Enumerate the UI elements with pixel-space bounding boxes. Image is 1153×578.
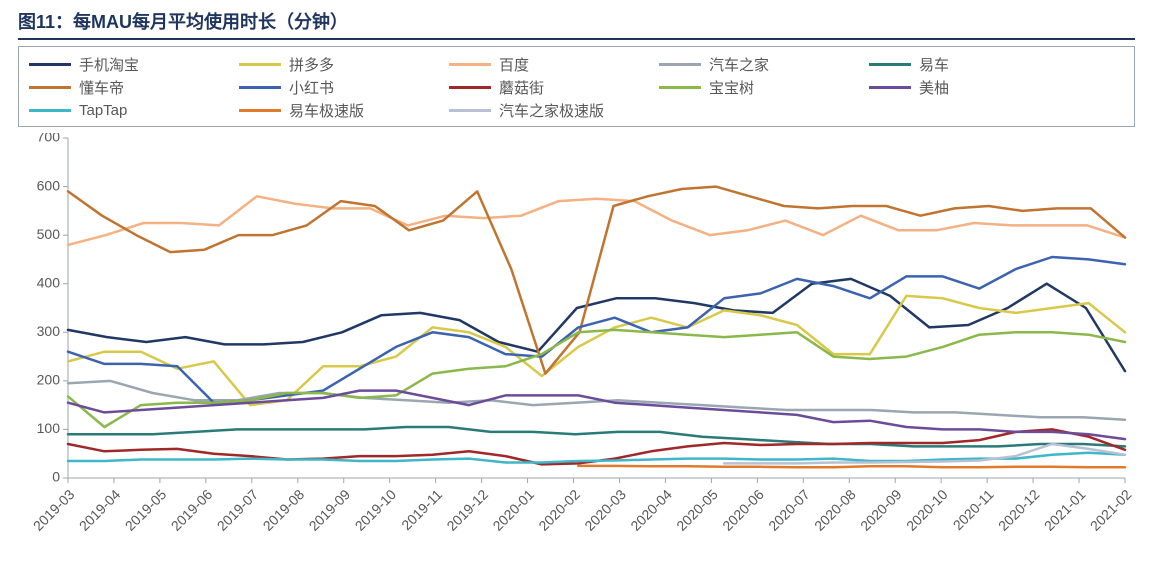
x-tick-label: 2019-07 (214, 486, 262, 534)
x-tick-label: 2020-04 (627, 486, 675, 534)
legend-label: 懂车帝 (79, 77, 124, 98)
x-tick-label: 2019-06 (168, 486, 216, 534)
legend-swatch-icon (659, 86, 701, 89)
x-tick-label: 2021-02 (1087, 486, 1135, 534)
y-tick-label: 500 (37, 226, 61, 242)
legend-item: 汽车之家 (659, 53, 869, 76)
y-tick-label: 400 (37, 274, 61, 290)
legend: 手机淘宝 拼多多 百度 汽车之家 易车懂车帝 小红书 蘑菇街 宝宝树 美柚 TapTap 易车极速版… (18, 46, 1135, 127)
legend-item: 美柚 (869, 76, 1079, 99)
x-tick-label: 2019-12 (443, 486, 491, 534)
legend-swatch-icon (29, 63, 71, 66)
legend-row: 懂车帝 小红书 蘑菇街 宝宝树 美柚 (29, 76, 1124, 99)
legend-label: 汽车之家 (709, 54, 769, 75)
legend-item: 小红书 (239, 76, 449, 99)
legend-label: 百度 (499, 54, 529, 75)
chart-plot-area: 01002003004005006007002019-032019-042019… (18, 133, 1135, 553)
y-tick-label: 600 (37, 177, 61, 193)
legend-swatch-icon (29, 109, 71, 112)
x-tick-label: 2019-10 (352, 486, 400, 534)
legend-label: 手机淘宝 (79, 54, 139, 75)
legend-item: 百度 (449, 53, 659, 76)
legend-item: 易车 (869, 53, 1079, 76)
legend-swatch-icon (239, 63, 281, 66)
legend-swatch-icon (449, 86, 491, 89)
legend-item: 宝宝树 (659, 76, 869, 99)
x-tick-label: 2020-11 (950, 486, 997, 533)
x-tick-label: 2019-11 (398, 486, 445, 533)
legend-label: 拼多多 (289, 54, 334, 75)
x-tick-label: 2021-01 (1041, 486, 1089, 534)
legend-row: TapTap 易车极速版 汽车之家极速版 (29, 99, 1124, 122)
legend-item: TapTap (29, 99, 239, 122)
series-line (68, 296, 1125, 405)
legend-label: 易车极速版 (289, 100, 364, 121)
legend-label: 蘑菇街 (499, 77, 544, 98)
y-tick-label: 100 (37, 420, 61, 436)
legend-swatch-icon (449, 63, 491, 66)
legend-swatch-icon (449, 109, 491, 112)
legend-label: TapTap (79, 102, 127, 119)
x-tick-label: 2020-06 (719, 486, 767, 534)
x-tick-label: 2019-08 (260, 486, 308, 534)
chart-title: 图11：每MAU每月平均使用时长（分钟） (18, 8, 1135, 40)
y-tick-label: 200 (37, 372, 61, 388)
x-tick-label: 2020-12 (995, 486, 1043, 534)
legend-item: 懂车帝 (29, 76, 239, 99)
legend-item: 拼多多 (239, 53, 449, 76)
legend-swatch-icon (239, 86, 281, 89)
x-tick-label: 2019-09 (306, 486, 354, 534)
x-tick-label: 2020-02 (535, 486, 583, 534)
line-chart-svg: 01002003004005006007002019-032019-042019… (18, 133, 1135, 553)
legend-label: 易车 (919, 54, 949, 75)
legend-swatch-icon (659, 63, 701, 66)
series-line (68, 196, 1125, 245)
series-line (68, 391, 1125, 440)
y-tick-label: 700 (37, 133, 61, 145)
x-tick-label: 2020-05 (673, 486, 721, 534)
y-tick-label: 0 (52, 469, 60, 485)
x-tick-label: 2019-03 (30, 486, 78, 534)
legend-row: 手机淘宝 拼多多 百度 汽车之家 易车 (29, 53, 1124, 76)
legend-swatch-icon (29, 86, 71, 89)
series-line (68, 279, 1125, 371)
x-tick-label: 2020-01 (489, 486, 537, 534)
legend-item: 蘑菇街 (449, 76, 659, 99)
x-tick-label: 2019-05 (122, 486, 170, 534)
x-tick-label: 2020-08 (811, 486, 859, 534)
legend-label: 小红书 (289, 77, 334, 98)
legend-swatch-icon (869, 86, 911, 89)
legend-item: 手机淘宝 (29, 53, 239, 76)
x-tick-label: 2020-07 (765, 486, 813, 534)
legend-item: 汽车之家极速版 (449, 99, 659, 122)
x-tick-label: 2020-09 (857, 486, 905, 534)
figure-container: 图11：每MAU每月平均使用时长（分钟） 手机淘宝 拼多多 百度 汽车之家 易车懂车帝 小… (0, 0, 1153, 578)
legend-label: 宝宝树 (709, 77, 754, 98)
y-tick-label: 300 (37, 323, 61, 339)
x-tick-label: 2020-03 (581, 486, 629, 534)
legend-label: 汽车之家极速版 (499, 100, 604, 121)
series-line (578, 466, 1125, 467)
legend-swatch-icon (239, 109, 281, 112)
legend-label: 美柚 (919, 77, 949, 98)
x-tick-label: 2019-04 (76, 486, 124, 534)
legend-swatch-icon (869, 63, 911, 66)
legend-item: 易车极速版 (239, 99, 449, 122)
x-tick-label: 2020-10 (903, 486, 951, 534)
